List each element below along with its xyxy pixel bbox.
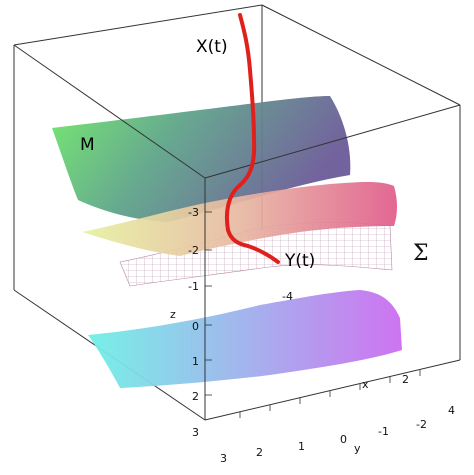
surface-Sigma — [82, 182, 397, 256]
y-tick: -2 — [416, 418, 427, 431]
lower-surface — [88, 290, 402, 388]
z-tick: -1 — [188, 280, 199, 293]
z-tick: -3 — [188, 206, 199, 219]
y-tick: -1 — [378, 425, 389, 438]
box-front-edges — [13, 44, 461, 421]
label-Sigma: Σ — [413, 241, 429, 266]
z-tick: 3 — [192, 426, 199, 439]
x-axis-label: x — [362, 378, 369, 391]
y-tick: 2 — [256, 446, 263, 459]
y-tick: 0 — [340, 433, 347, 446]
axis-tick-marks — [205, 211, 421, 418]
label-Y: Y(t) — [284, 251, 315, 271]
z-tick: -2 — [188, 244, 199, 257]
y-axis-label: y — [354, 442, 361, 455]
y-tick: 1 — [298, 440, 305, 453]
z-tick: 2 — [192, 390, 199, 403]
z-tick: 1 — [192, 355, 199, 368]
z-axis-label: z — [170, 308, 176, 321]
surface-M — [52, 96, 351, 222]
label-X: X(t) — [196, 37, 228, 57]
y-tick: 3 — [220, 452, 227, 465]
x-tick: 4 — [448, 404, 455, 417]
trajectory-curve — [224, 13, 280, 264]
x-tick: -4 — [282, 290, 293, 303]
z-tick: 0 — [192, 320, 199, 333]
label-M: M — [80, 135, 95, 155]
x-tick: 2 — [402, 373, 409, 386]
